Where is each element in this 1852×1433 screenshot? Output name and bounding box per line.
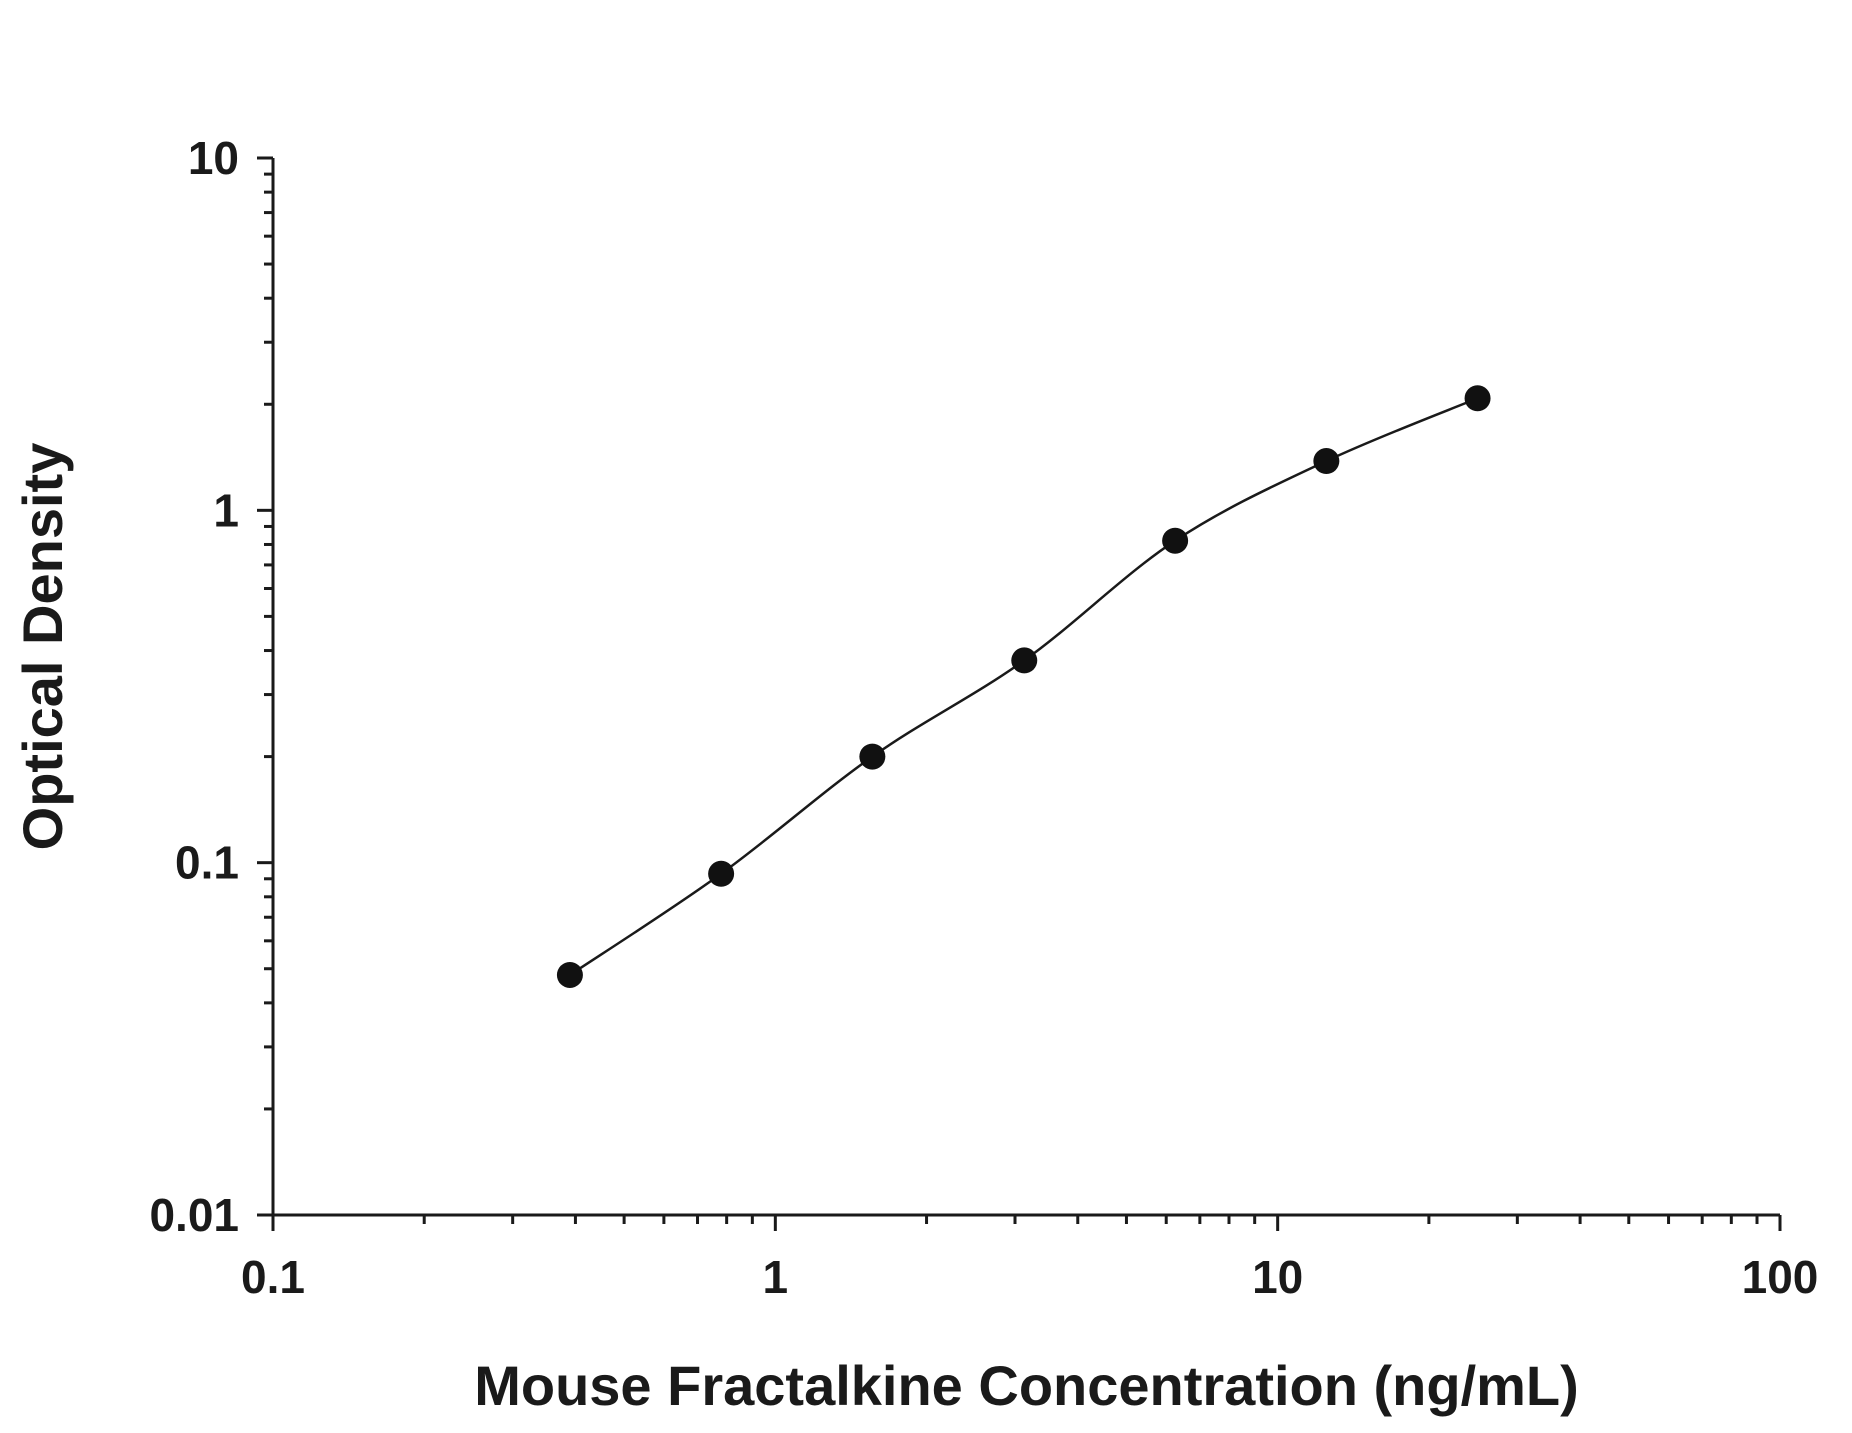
data-point	[1464, 385, 1491, 412]
y-tick-label: 0.1	[175, 837, 239, 889]
data-point	[1313, 448, 1340, 475]
data-point	[1011, 647, 1038, 674]
data-point	[859, 743, 886, 770]
data-points	[556, 385, 1491, 988]
x-tick-label: 0.1	[241, 1251, 305, 1303]
y-tick-label: 1	[213, 484, 239, 536]
x-tick-label: 10	[1252, 1251, 1303, 1303]
y-tick-label: 10	[188, 132, 239, 184]
x-tick-label: 100	[1742, 1251, 1819, 1303]
x-tick-label: 1	[763, 1251, 789, 1303]
data-point	[708, 860, 735, 887]
axes	[271, 158, 1780, 1217]
y-tick-label: 0.01	[149, 1189, 239, 1241]
x-axis-title: Mouse Fractalkine Concentration (ng/mL)	[474, 1354, 1579, 1417]
axis-ticks	[257, 156, 1782, 1231]
y-axis-title: Optical Density	[11, 443, 74, 851]
data-point	[1162, 527, 1189, 554]
data-point	[556, 961, 583, 988]
fit-curve	[569, 397, 1479, 977]
